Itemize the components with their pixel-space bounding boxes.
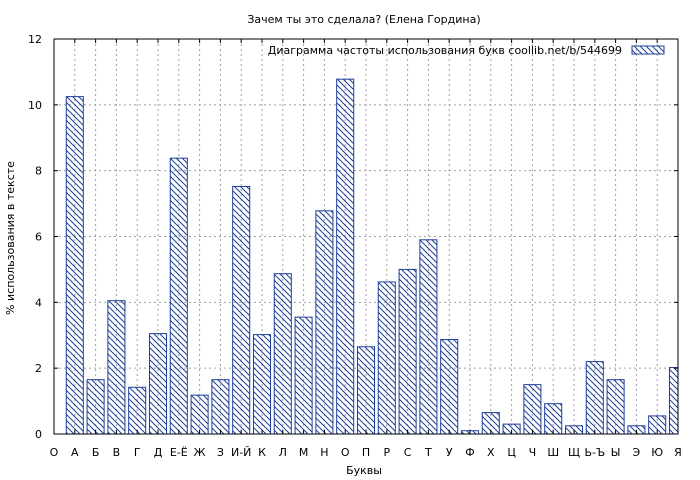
x-tick-label: С [404,446,412,459]
bar-Д [148,333,168,435]
y-tick-label: 4 [35,296,42,309]
x-tick-label: Л [279,446,287,459]
legend-label: Диаграмма частоты использования букв coo… [268,44,622,57]
bar-Ш [544,403,563,435]
x-tick-label: Ф [465,446,474,459]
x-tick-label: Г [134,446,141,459]
x-tick-label: И-Й [231,446,251,459]
x-axis-label: Буквы [346,464,382,477]
bar-О [336,78,355,435]
x-tick-label: У [446,446,453,459]
y-tick-label: 2 [35,362,42,375]
bar-Я [668,367,679,435]
x-tick-label: Р [383,446,390,459]
bar-Ь-Ъ [585,361,604,435]
x-tick-label: Х [487,446,495,459]
axes [53,38,679,435]
bar-В [107,300,126,435]
y-tick-label: 6 [35,231,42,244]
x-tick-label: Е-Ё [170,446,188,459]
bar-М [294,316,313,435]
x-tick-label: П [362,446,370,459]
x-tick-label: Э [633,446,641,459]
bar-Ы [606,379,625,435]
bar-Г [128,386,147,435]
legend-swatch [631,45,665,55]
x-tick-label: Ч [529,446,537,459]
x-tick-label: Н [320,446,328,459]
x-tick-label: Ж [194,446,206,459]
x-tick-label: А [71,446,79,459]
y-tick-label: 0 [35,428,42,441]
bar-Л [273,273,292,435]
bar-У [440,339,459,435]
bar-Ч [523,384,542,435]
bar-Е-Ё [169,157,188,435]
x-tick-label: О [341,446,350,459]
x-tick-label: Ю [651,446,663,459]
x-tick-label: Щ [568,446,580,459]
y-tick-label: 8 [35,165,42,178]
y-axis-label: % использования в тексте [4,161,17,315]
plot-frame [53,38,679,435]
x-tick-label: Т [424,446,432,459]
legend: Диаграмма частоты использования букв coo… [268,44,665,57]
bar-И-Й [232,185,251,435]
x-tick-label: О [50,446,59,459]
bar-Р [377,281,396,435]
bar-Т [419,239,438,435]
x-tick-label: Я [674,446,682,459]
chart-title: Зачем ты это сделала? (Елена Гордина) [247,13,480,26]
bar-Б [86,379,105,435]
x-tick-label: Д [154,446,163,459]
x-tick-label: Б [92,446,100,459]
bar-А [65,96,84,435]
x-tick-label: З [217,446,224,459]
bar-Ж [190,394,209,435]
x-tick-label: Ш [547,446,559,459]
y-tick-label: 10 [28,99,42,112]
x-tick-label: В [113,446,121,459]
x-tick-label: Ы [611,446,621,459]
bars [65,78,679,435]
x-tick-label: К [258,446,266,459]
bar-П [356,346,376,435]
x-tick-label: М [299,446,309,459]
grid-lines [54,39,678,434]
x-tick-label: Ц [507,446,516,459]
x-tick-label: Ь-Ъ [584,446,605,459]
bar-К [252,334,272,435]
y-tick-label: 12 [28,33,42,46]
bar-З [211,379,230,435]
bar-С [398,268,417,435]
bar-Н [315,210,334,435]
